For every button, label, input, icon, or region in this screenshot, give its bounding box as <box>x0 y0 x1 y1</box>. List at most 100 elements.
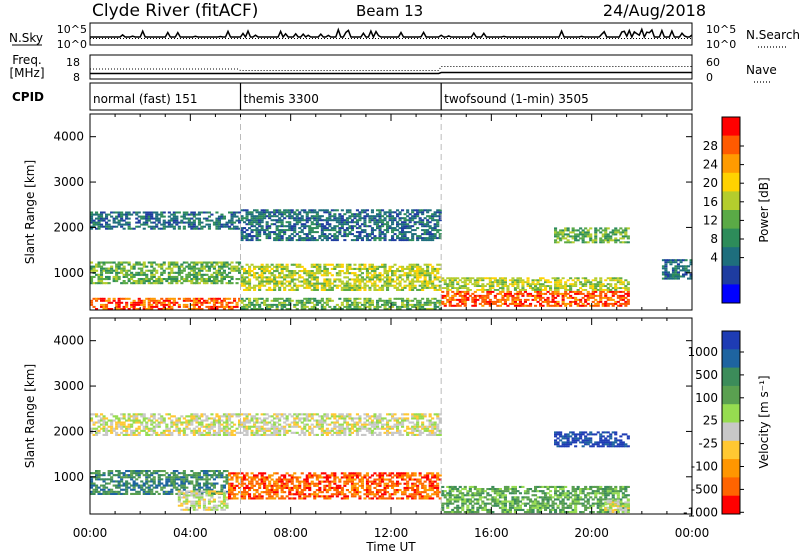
data-cell <box>195 301 199 304</box>
data-cell <box>140 263 144 266</box>
data-cell <box>503 285 507 287</box>
data-cell <box>117 297 121 300</box>
data-cell <box>228 280 232 283</box>
data-cell <box>436 229 440 232</box>
data-cell <box>461 294 465 297</box>
data-cell <box>453 287 457 289</box>
data-cell <box>152 429 156 432</box>
data-cell <box>175 278 179 281</box>
data-cell <box>433 413 437 416</box>
data-cell <box>370 276 374 279</box>
data-cell <box>619 283 623 286</box>
colorbar-tick-label: 4 <box>710 251 718 265</box>
data-cell <box>468 294 472 297</box>
data-cell <box>217 215 221 218</box>
data-cell <box>589 294 593 297</box>
data-cell <box>609 283 613 286</box>
data-cell <box>526 294 530 297</box>
data-cell <box>609 298 613 301</box>
data-cell <box>263 267 267 270</box>
data-cell <box>411 280 415 283</box>
data-cell <box>576 229 580 232</box>
data-cell <box>255 272 259 275</box>
cpid-panel: CPID normal (fast) 151 themis 3300 twofsou… <box>12 82 693 111</box>
data-cell <box>255 221 259 224</box>
data-cell <box>140 273 144 276</box>
data-cell <box>222 263 226 266</box>
data-cell <box>240 274 244 277</box>
data-cell <box>127 417 131 420</box>
data-cell <box>167 413 171 416</box>
data-cell <box>275 303 279 306</box>
data-cell <box>423 425 427 428</box>
data-cell <box>413 297 417 300</box>
data-cell <box>200 425 204 428</box>
data-cell <box>303 278 307 281</box>
data-cell <box>285 415 289 418</box>
data-cell <box>225 419 229 422</box>
data-cell <box>676 263 680 266</box>
data-cell <box>411 286 415 289</box>
data-cell <box>305 237 309 240</box>
data-cell <box>160 431 164 434</box>
data-cell <box>370 301 374 304</box>
data-cell <box>453 292 457 295</box>
data-cell <box>275 276 279 279</box>
data-cell <box>315 423 319 426</box>
data-cell <box>373 421 377 424</box>
data-cell <box>421 274 425 277</box>
data-cell <box>172 211 176 214</box>
data-cell <box>323 263 327 266</box>
data-cell <box>428 280 432 283</box>
data-cell <box>268 278 272 281</box>
data-cell <box>202 225 206 228</box>
data-cell <box>396 431 400 434</box>
data-cell <box>207 427 211 430</box>
data-cell <box>506 285 510 287</box>
data-cell <box>228 263 232 266</box>
data-cell <box>365 419 369 422</box>
data-cell <box>102 297 106 300</box>
data-cell <box>541 300 545 303</box>
data-cell <box>373 237 377 240</box>
data-cell <box>187 297 191 300</box>
data-cell <box>260 433 264 436</box>
data-cell <box>238 271 242 274</box>
data-cell <box>569 235 573 238</box>
data-cell <box>345 221 349 224</box>
data-cell <box>556 300 560 303</box>
data-cell <box>413 305 417 308</box>
data-cell <box>127 433 131 436</box>
data-cell <box>483 302 487 305</box>
data-cell <box>160 265 164 268</box>
data-cell <box>200 415 204 418</box>
data-cell <box>265 299 269 302</box>
data-cell <box>340 227 344 230</box>
data-cell <box>599 287 603 289</box>
data-cell <box>433 301 437 304</box>
data-cell <box>137 431 141 434</box>
data-cell <box>130 305 134 308</box>
data-cell <box>120 427 124 430</box>
data-cell <box>228 219 232 222</box>
data-cell <box>187 265 191 268</box>
data-cell <box>260 217 264 220</box>
data-cell <box>120 423 124 426</box>
data-cell <box>222 431 226 434</box>
data-cell <box>110 267 114 270</box>
data-cell <box>313 237 317 240</box>
data-cell <box>167 303 171 306</box>
data-cell <box>95 213 99 216</box>
data-cell <box>318 272 322 275</box>
data-cell <box>90 227 94 230</box>
data-cell <box>215 271 219 274</box>
data-cell <box>661 265 665 268</box>
data-cell <box>381 263 385 266</box>
data-cell <box>463 304 467 307</box>
data-cell <box>130 433 134 436</box>
data-cell <box>142 474 146 477</box>
data-cell <box>360 229 364 232</box>
data-cell <box>348 305 352 308</box>
data-cell <box>145 417 149 420</box>
data-cell <box>340 303 344 306</box>
